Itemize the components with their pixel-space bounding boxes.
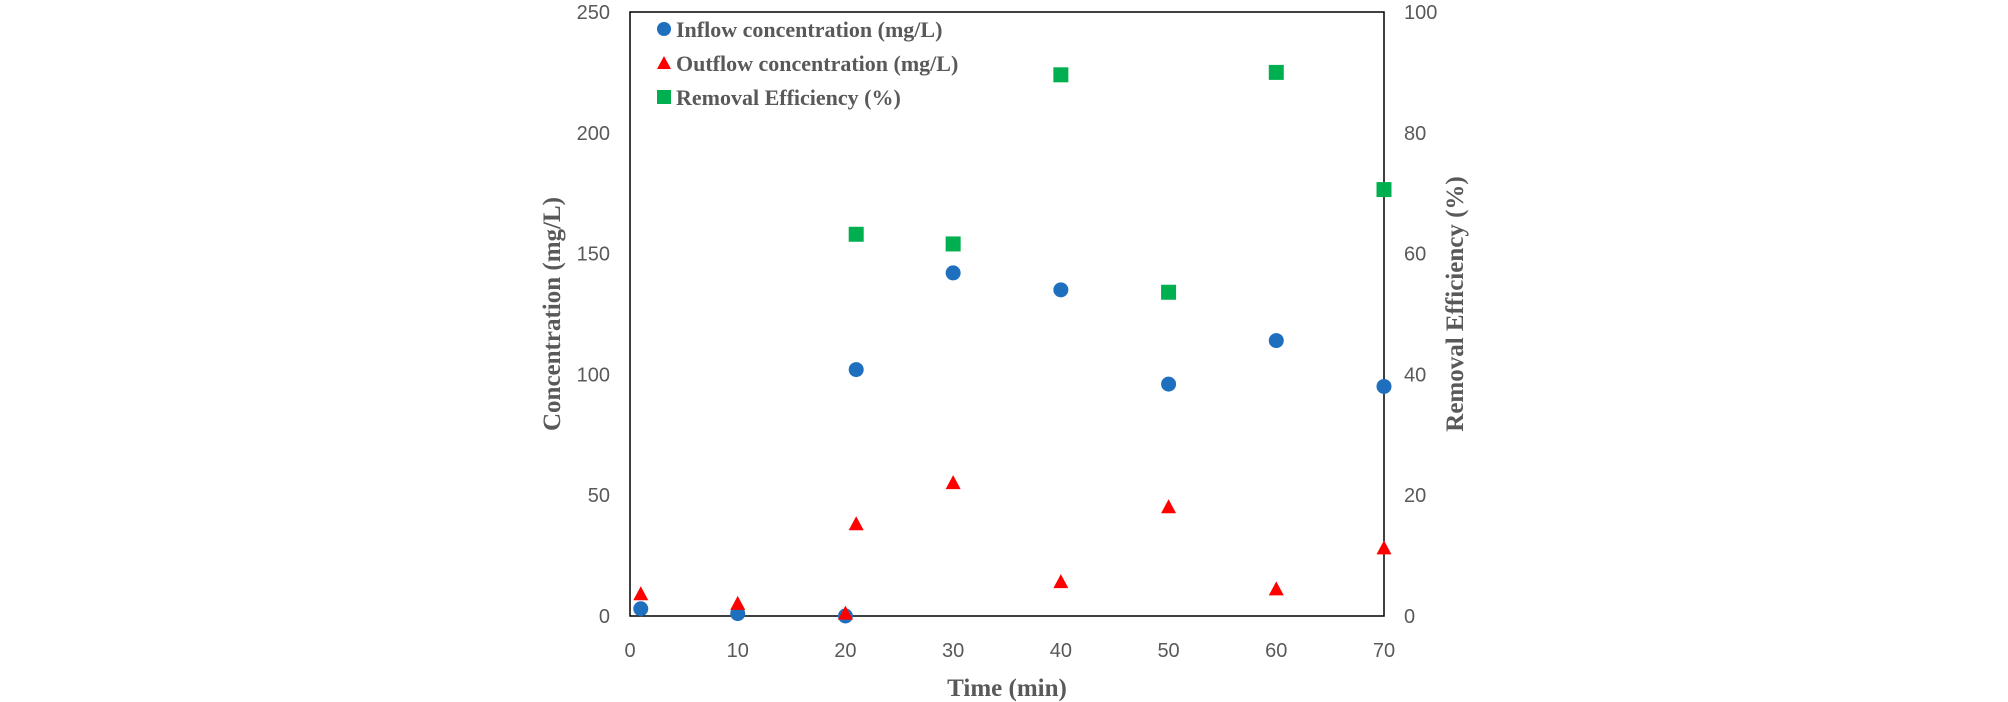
data-point-triangle-s1-7 [1268,581,1284,596]
data-point-triangle-s1-0 [633,586,649,601]
x-tick-label: 50 [1157,640,1179,662]
plot-frame [629,11,1385,617]
y2-tick-label: 80 [1404,123,1426,145]
data-markers [633,64,1392,624]
legend-marker-outflow [657,56,671,69]
y2-tick-label: 100 [1404,2,1437,24]
data-point-triangle-s1-6 [1161,499,1177,514]
legend-label-outflow: Outflow concentration (mg/L) [676,51,958,76]
data-point-circle-s0-6 [1161,376,1177,392]
y-tick-label: 100 [577,364,610,386]
data-point-circle-s0-4 [945,265,961,281]
x-tick-label: 60 [1265,640,1287,662]
legend: Inflow concentration (mg/L) Outflow conc… [657,17,958,110]
data-point-square-s2-5 [1376,182,1392,198]
data-point-circle-s0-3 [848,362,864,378]
data-point-circle-s0-7 [1268,333,1284,349]
x-tick-label: 20 [834,640,856,662]
data-point-triangle-s1-4 [945,475,961,490]
x-tick-label: 40 [1050,640,1072,662]
data-point-triangle-s1-2 [837,605,853,620]
data-point-square-s2-4 [1268,64,1284,80]
y-axis-ticks: 0 50 100 150 200 250 [577,2,610,628]
data-point-square-s2-2 [1053,67,1069,83]
legend-label-inflow: Inflow concentration (mg/L) [676,17,942,42]
y2-tick-label: 0 [1404,606,1415,628]
data-point-triangle-s1-3 [848,516,864,531]
legend-label-removal: Removal Efficiency (%) [676,85,901,110]
data-point-square-s2-1 [945,236,961,252]
y-tick-label: 200 [577,123,610,145]
legend-marker-inflow [657,22,671,36]
y-tick-label: 250 [577,2,610,24]
x-tick-label: 10 [727,640,749,662]
x-tick-label: 30 [942,640,964,662]
x-axis-ticks: 0 10 20 30 40 50 60 70 [624,640,1395,662]
data-point-triangle-s1-5 [1053,574,1069,589]
y2-tick-label: 20 [1404,485,1426,507]
y2-axis-title: Removal Efficiency (%) [1442,176,1469,431]
y-tick-label: 50 [588,485,610,507]
y-axis-title: Concentration (mg/L) [539,197,566,431]
data-point-circle-s0-5 [1053,282,1069,298]
x-axis-title: Time (min) [947,675,1067,702]
data-point-square-s2-0 [848,226,864,242]
data-point-square-s2-3 [1161,284,1177,300]
legend-marker-removal [657,90,671,104]
y-tick-label: 150 [577,244,610,266]
x-tick-label: 0 [624,640,635,662]
data-point-circle-s0-8 [1376,378,1392,394]
data-point-triangle-s1-8 [1376,540,1392,555]
y-tick-label: 0 [599,606,610,628]
y2-tick-label: 60 [1404,244,1426,266]
data-point-circle-s0-0 [633,601,649,617]
y2-tick-label: 40 [1404,364,1426,386]
y2-axis-ticks: 0 20 40 60 80 100 [1404,2,1437,628]
x-tick-label: 70 [1373,640,1395,662]
data-point-triangle-s1-1 [730,595,746,610]
